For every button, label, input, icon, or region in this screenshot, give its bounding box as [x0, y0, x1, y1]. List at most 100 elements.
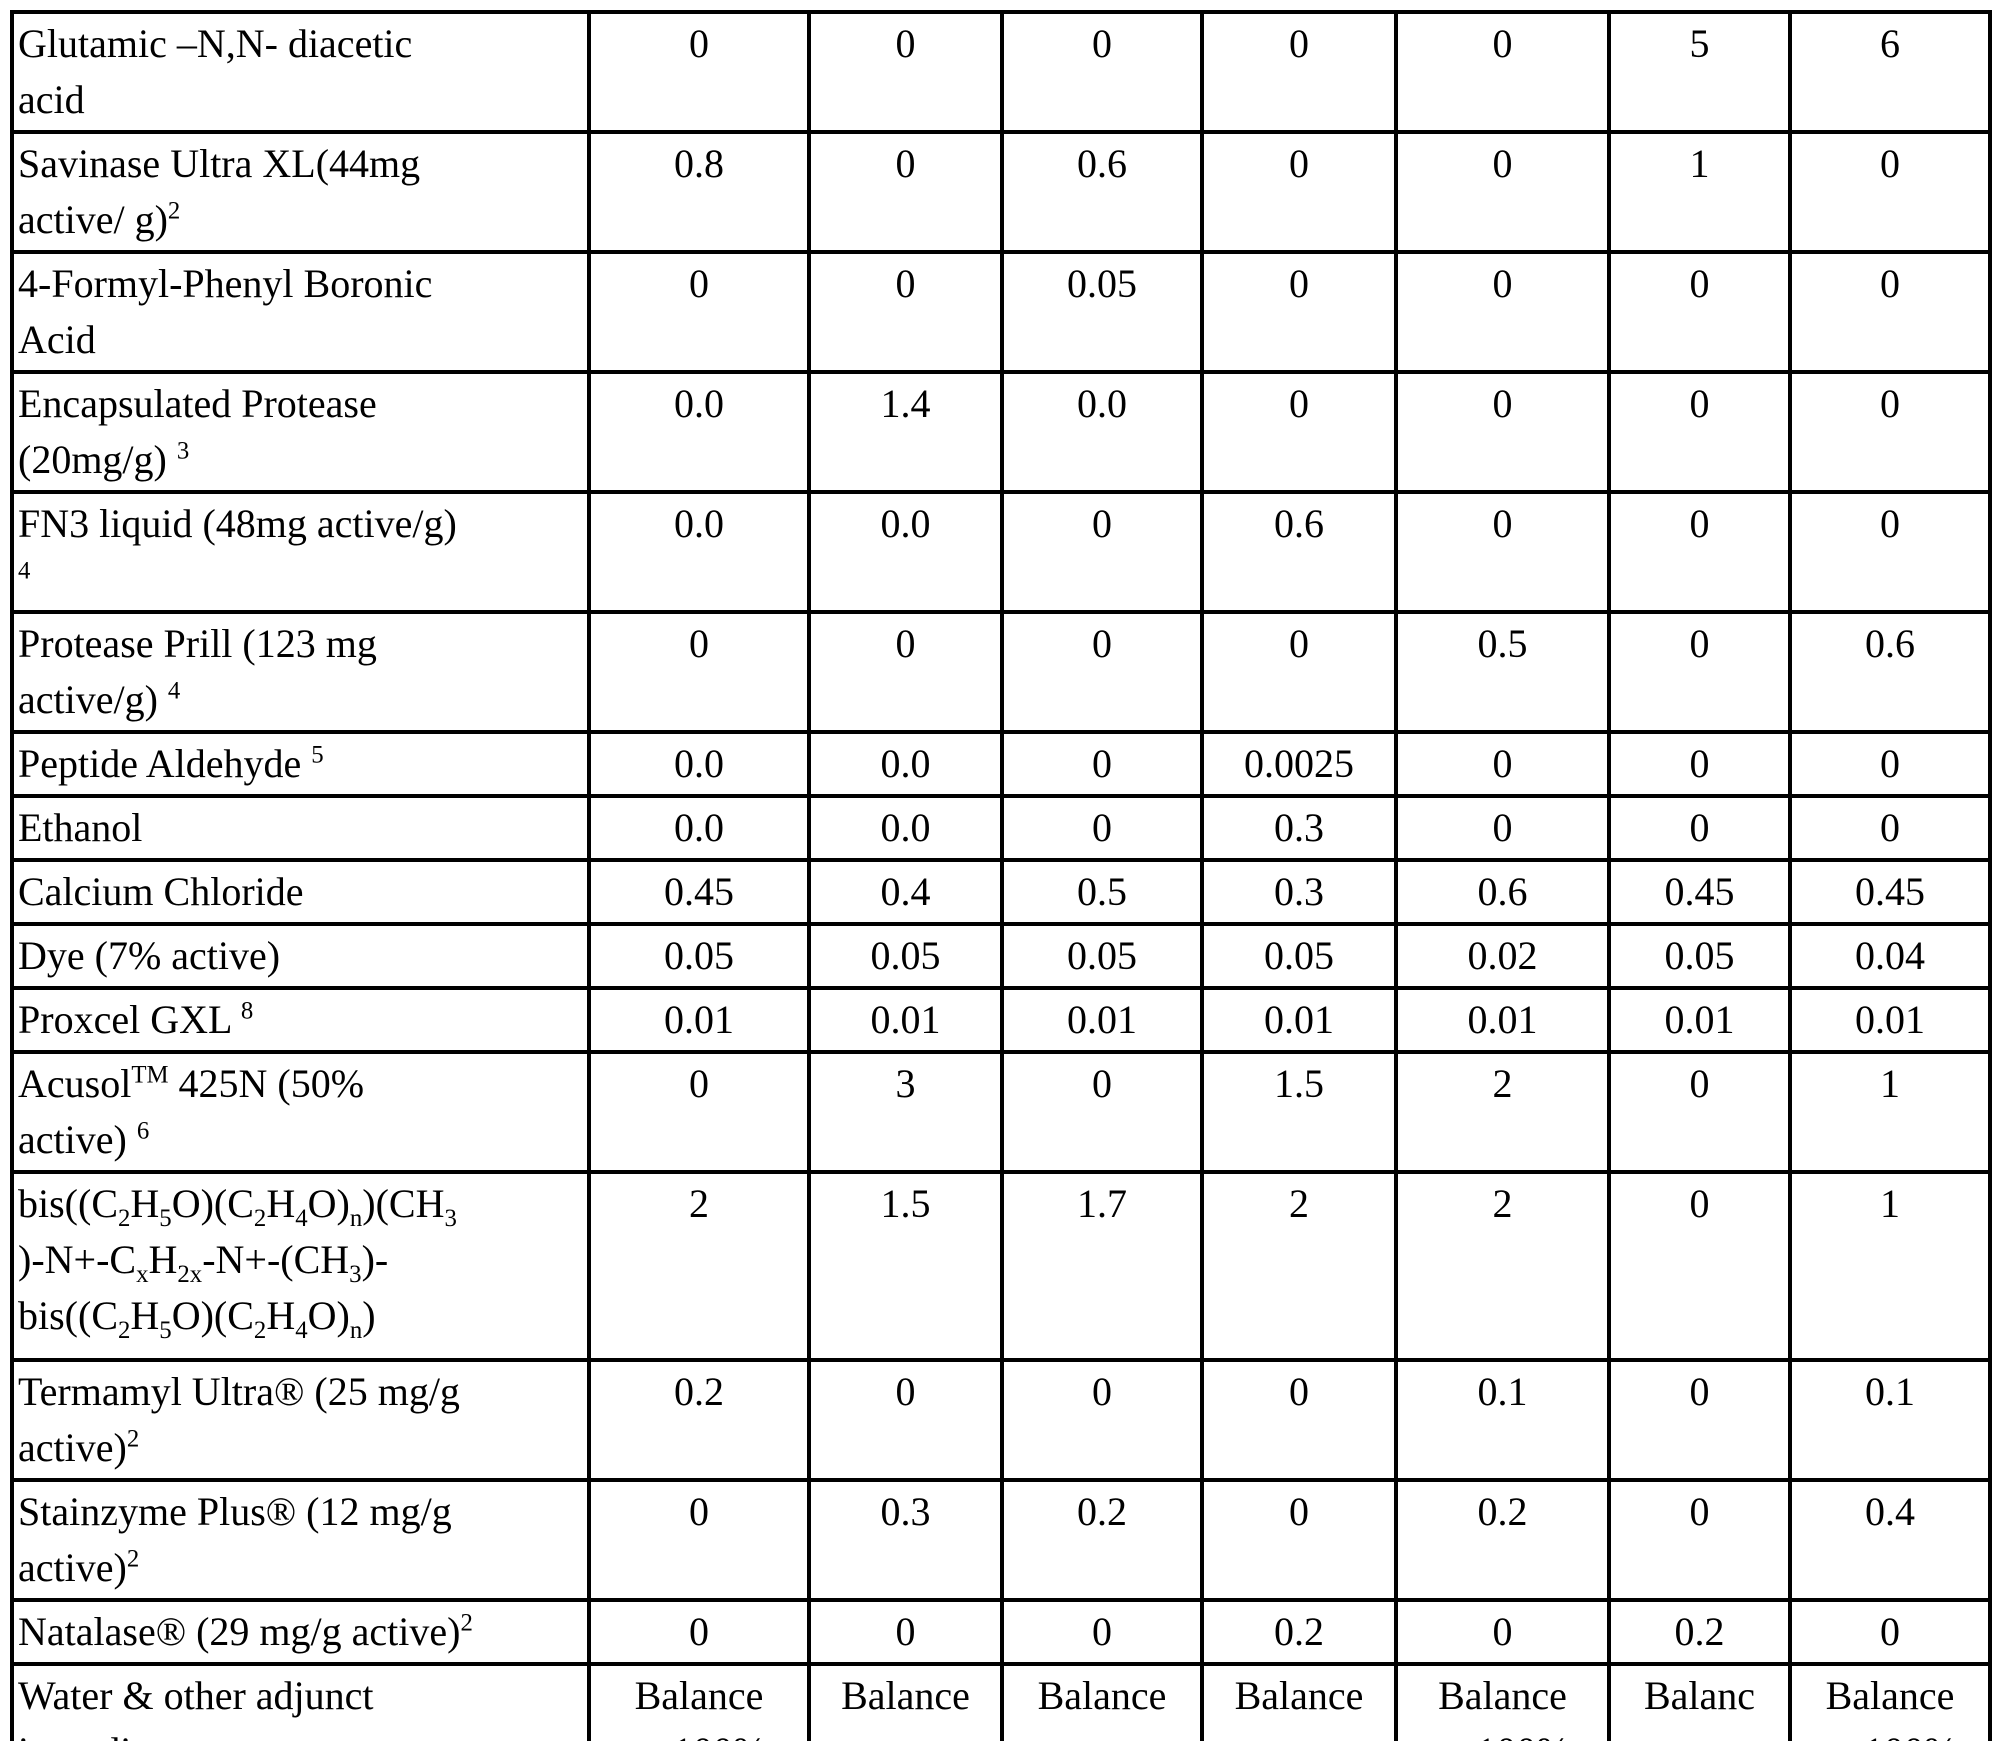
- table-row: Glutamic –N,N- diacetic acid 0 0 0 0 0 5 6: [10, 10, 1992, 134]
- value-cell: 0: [1394, 370, 1611, 494]
- ingredient-name-cell: Ethanol: [10, 794, 591, 862]
- subscript-marker: 3: [349, 1261, 362, 1288]
- value-cell: 0.2: [1000, 1478, 1204, 1602]
- subscript-marker: 5: [159, 1317, 172, 1344]
- ingredient-name-cell: Calcium Chloride: [10, 858, 591, 926]
- superscript-marker: 5: [311, 741, 324, 769]
- value-cell: 0: [1788, 490, 1992, 614]
- composition-table-body: Glutamic –N,N- diacetic acid 0 0 0 0 0 5 6 Savina…: [10, 10, 1992, 1741]
- value-cell: 0.0: [807, 794, 1004, 862]
- value-cell: 0: [1000, 1358, 1204, 1482]
- value-cell: 0.5: [1000, 858, 1204, 926]
- value-cell: 0: [1788, 1598, 1992, 1666]
- value-cell: 0: [1000, 610, 1204, 734]
- value-cell: 3: [807, 1050, 1004, 1174]
- value-cell: 0.6: [1394, 858, 1611, 926]
- table-row: Calcium Chloride 0.45 0.4 0.5 0.3 0.6 0.45 0.45: [10, 858, 1992, 926]
- value-cell: 0: [1607, 250, 1792, 374]
- table-row: Natalase® (29 mg/g active)2 0 0 0 0.2 0 0.2 0: [10, 1598, 1992, 1666]
- value-cell: 0.04: [1788, 922, 1992, 990]
- table-row: Dye (7% active) 0.05 0.05 0.05 0.05 0.02 0.05 0…: [10, 922, 1992, 990]
- value-cell: 0: [1607, 1170, 1792, 1362]
- table-row: Encapsulated Protease (20mg/g) 3 0.0 1.4 0.0…: [10, 370, 1992, 494]
- value-cell: 0: [807, 1358, 1004, 1482]
- ingredient-name-cell: Savinase Ultra XL(44mg active/ g)2: [10, 130, 591, 254]
- value-cell: Balance to 100%: [1000, 1662, 1204, 1741]
- value-cell: 0.0: [587, 490, 811, 614]
- value-cell: 0: [1200, 10, 1398, 134]
- ingredient-name-cell: FN3 liquid (48mg active/g) 4: [10, 490, 591, 614]
- value-cell: Balance to 100%: [1788, 1662, 1992, 1741]
- value-cell: 0: [1607, 610, 1792, 734]
- table-row: Termamyl Ultra® (25 mg/g active)2 0.2 0 0 0 0.…: [10, 1358, 1992, 1482]
- value-cell: 0: [1394, 730, 1611, 798]
- value-cell: 0.01: [1200, 986, 1398, 1054]
- value-cell: 0: [1000, 730, 1204, 798]
- value-cell: 0.01: [1788, 986, 1992, 1054]
- ingredient-name-cell: 4-Formyl-Phenyl Boronic Acid: [10, 250, 591, 374]
- value-cell: 0.3: [1200, 794, 1398, 862]
- value-cell: 0: [1000, 1598, 1204, 1666]
- superscript-marker: 3: [176, 437, 190, 465]
- subscript-marker: 4: [295, 1317, 308, 1344]
- value-cell: 0.01: [1000, 986, 1204, 1054]
- value-cell: 0: [807, 10, 1004, 134]
- value-cell: 0.05: [807, 922, 1004, 990]
- value-cell: 0: [1200, 250, 1398, 374]
- subscript-marker: 2: [118, 1317, 131, 1344]
- ingredient-name-cell: Water & other adjunctingredients: [10, 1662, 591, 1741]
- subscript-marker: n: [349, 1317, 363, 1344]
- value-cell: 0.05: [1607, 922, 1792, 990]
- value-cell: 0.2: [587, 1358, 811, 1482]
- value-cell: 0: [807, 250, 1004, 374]
- value-cell: 0: [1200, 1358, 1398, 1482]
- subscript-marker: n: [349, 1205, 363, 1232]
- value-cell: 0.1: [1394, 1358, 1611, 1482]
- ingredient-name-cell: Encapsulated Protease (20mg/g) 3: [10, 370, 591, 494]
- value-cell: 0: [1788, 794, 1992, 862]
- value-cell: 0: [1607, 1358, 1792, 1482]
- ingredient-name-cell: Glutamic –N,N- diacetic acid: [10, 10, 591, 134]
- value-cell: 0: [1394, 130, 1611, 254]
- ingredient-name-cell: Dye (7% active): [10, 922, 591, 990]
- composition-table: Glutamic –N,N- diacetic acid 0 0 0 0 0 5 6 Savina…: [10, 10, 1992, 1741]
- value-cell: 2: [1394, 1170, 1611, 1362]
- value-cell: 0: [1788, 730, 1992, 798]
- value-cell: Balance to 100%: [1394, 1662, 1611, 1741]
- superscript-marker: 6: [136, 1117, 150, 1145]
- value-cell: 0: [587, 1478, 811, 1602]
- value-cell: 0: [1000, 794, 1204, 862]
- value-cell: 0.0: [587, 794, 811, 862]
- value-cell: 0.0: [587, 370, 811, 494]
- value-cell: 0: [807, 610, 1004, 734]
- value-cell: 0.02: [1394, 922, 1611, 990]
- table-row: Peptide Aldehyde 5 0.0 0.0 0 0.0025 0 0 0: [10, 730, 1992, 798]
- value-cell: 0.05: [1000, 922, 1204, 990]
- value-cell: 6: [1788, 10, 1992, 134]
- value-cell: 0.8: [587, 130, 811, 254]
- value-cell: 1: [1788, 1170, 1992, 1362]
- value-cell: Balance to 100%: [1200, 1662, 1398, 1741]
- value-cell: 1.4: [807, 370, 1004, 494]
- ingredient-name-cell: bis((C2H5O)(C2H4O)n)(CH3)-N+-CxH2x-N+-(C…: [10, 1170, 591, 1362]
- value-cell: 0: [1394, 794, 1611, 862]
- ingredient-name-cell: Natalase® (29 mg/g active)2: [10, 1598, 591, 1666]
- superscript-marker: TM: [131, 1061, 169, 1089]
- value-cell: 0.0: [587, 730, 811, 798]
- superscript-marker: 2: [126, 1425, 140, 1453]
- value-cell: 1.5: [1200, 1050, 1398, 1174]
- subscript-marker: 4: [295, 1205, 308, 1232]
- ingredient-name-cell: Termamyl Ultra® (25 mg/g active)2: [10, 1358, 591, 1482]
- value-cell: 0.45: [587, 858, 811, 926]
- superscript-marker: 2: [460, 1609, 473, 1637]
- ingredient-name-cell: Peptide Aldehyde 5: [10, 730, 591, 798]
- table-row: 4-Formyl-Phenyl Boronic Acid 0 0 0.05 0 0 0 0: [10, 250, 1992, 374]
- value-cell: 0.5: [1394, 610, 1611, 734]
- table-row: AcusolTM 425N (50% active) 6 0 3 0 1.5 2 0 1: [10, 1050, 1992, 1174]
- value-cell: 0: [1607, 370, 1792, 494]
- value-cell: 0: [587, 610, 811, 734]
- value-cell: 0: [1788, 370, 1992, 494]
- value-cell: 0.05: [1000, 250, 1204, 374]
- superscript-marker: 4: [167, 677, 181, 705]
- value-cell: 0: [1394, 490, 1611, 614]
